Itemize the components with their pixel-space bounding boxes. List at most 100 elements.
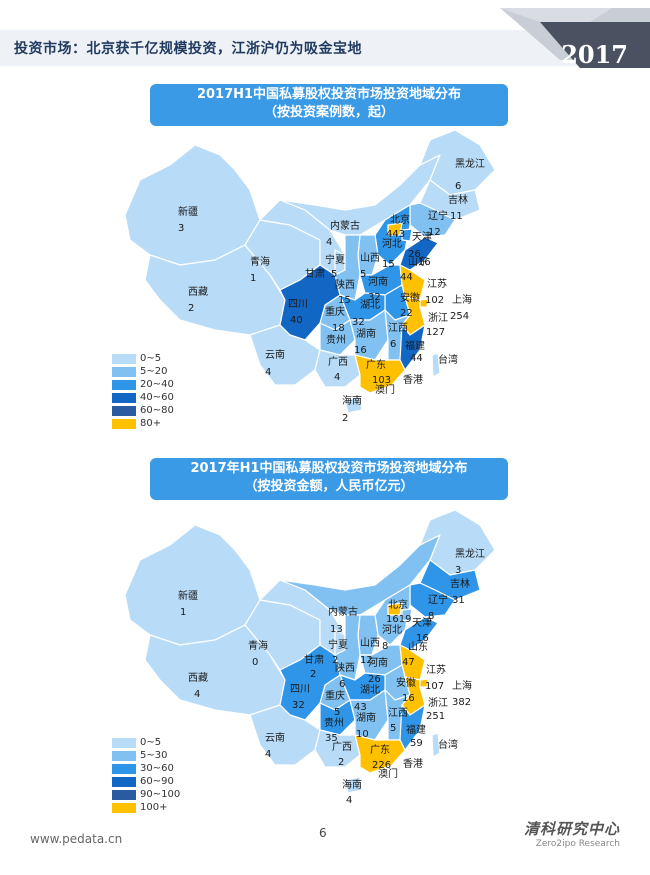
map2-value-guizhou: 35 (325, 733, 338, 744)
map1-name-zhejiang: 浙江 (428, 312, 448, 324)
header-bar (0, 8, 650, 68)
map2-name-hubei: 湖北 (360, 684, 380, 696)
map2-name-hainan: 海南 (342, 778, 362, 791)
map2-name-henan: 河南 (368, 656, 388, 669)
map2-china-map: 黑龙江 3 吉林 辽宁 31 8 内蒙古 13 北京 1619 天津 河北 8 … (124, 509, 496, 805)
map2-name-yunnan: 云南 (265, 731, 285, 744)
map1-value-hunan: 16 (354, 345, 367, 356)
map2-value-hebei: 8 (382, 641, 388, 652)
map2-value-chongqing: 5 (334, 707, 340, 718)
map2-name-qinghai: 青海 (248, 639, 268, 652)
map1-value-neimenggu: 4 (326, 237, 332, 248)
map1-name-hebei: 河北 (382, 238, 402, 250)
map2-name-fujian: 福建 (406, 723, 426, 736)
map1-name-yunnan: 云南 (265, 348, 285, 361)
map1-name-qinghai: 青海 (250, 255, 270, 268)
map2-name-guizhou: 贵州 (324, 716, 344, 729)
map2-value-qinghai: 0 (252, 657, 258, 668)
map1-name-hainan: 海南 (342, 394, 362, 407)
map2-name-tianjin: 天津 (412, 617, 432, 629)
map2-name-chongqing: 重庆 (325, 689, 345, 702)
map2-value-shanghai: 382 (452, 697, 471, 708)
map2-value-yunnan: 4 (265, 749, 271, 760)
map2-value-xizang: 4 (194, 689, 200, 700)
map1-region-guangxi (314, 349, 361, 388)
map1-name-heilongjiang: 黑龙江 (455, 157, 485, 170)
map1-value-liaoning-extra: 12 (428, 227, 441, 238)
map1-value-hainan: 2 (342, 413, 348, 424)
map1-name-taiwan: 台湾 (438, 353, 458, 366)
map1-value-shanxi: 5 (360, 269, 366, 280)
map1-region-taiwan (431, 352, 441, 378)
map1-name-guizhou: 贵州 (326, 333, 346, 346)
map1-legend-item: 80+ (112, 417, 174, 430)
map2-name-ningxia: 宁夏 (328, 638, 348, 651)
year-badge: 2017 (561, 40, 628, 69)
map2-name-anhui: 安徽 (396, 676, 416, 689)
map1-name-xinjiang: 新疆 (178, 205, 198, 218)
map2-name-xizang: 西藏 (188, 672, 208, 684)
map1-name-sichuan: 四川 (288, 299, 308, 310)
map1-region-guangdong (354, 354, 406, 394)
map2-region-tianjin (401, 608, 413, 622)
map2-name-zhejiang: 浙江 (428, 697, 448, 709)
map1-title: 2017H1中国私募股权投资市场投资地域分布 (196, 87, 462, 102)
map2-name-taiwan: 台湾 (438, 738, 458, 751)
map1-misc-16: 16 (418, 257, 431, 268)
map2-name-xianggang: 香港 (403, 758, 423, 770)
footer-url[interactable]: www.pedata.cn (30, 832, 123, 846)
map2-name-neimenggu: 内蒙古 (328, 605, 358, 618)
map2-value-anhui: 16 (402, 693, 415, 704)
page-number: 6 (319, 826, 327, 840)
map1-region-liaoning (409, 202, 456, 238)
map1-value-heilongjiang: 6 (455, 181, 461, 192)
map1-name-beijing: 北京 (390, 213, 410, 226)
map2-misc-16: 16 (416, 633, 429, 644)
map2-name-beijing: 北京 (388, 598, 408, 611)
map1-name-liaoning: 辽宁 (428, 209, 448, 222)
map1-value-chongqing: 18 (332, 323, 345, 334)
map2-name-shanxi: 山西 (360, 637, 380, 649)
map1-name-shanghai: 上海 (452, 293, 472, 306)
map1-value-guangxi: 4 (334, 372, 340, 383)
map2-value-shanxi: 12 (360, 655, 373, 666)
map1-legend-item: 5~20 (112, 365, 174, 378)
map1-name-shandong: 山东 (408, 255, 428, 268)
map2-value-liaoning: 31 (452, 595, 465, 606)
map2-value-hubei: 43 (354, 702, 367, 713)
map1-name-shaanxi: 陕西 (335, 278, 355, 291)
map2-value-ningxia: 2 (332, 655, 338, 666)
map1-name-guangxi: 广西 (328, 356, 348, 368)
map2-name-shaanxi: 陕西 (335, 661, 355, 674)
map2-value-liaoning-extra: 8 (428, 611, 434, 622)
map1-value-shanghai: 254 (450, 311, 469, 322)
map2-legend-item: 0~5 (112, 736, 180, 749)
map1-value-gansu: 5 (331, 269, 337, 280)
map1-legend-item: 0~5 (112, 352, 174, 365)
map2-name-jiangsu: 江苏 (426, 663, 446, 676)
map1-value-jiangsu: 102 (425, 295, 444, 306)
map1-region-beijing (387, 222, 403, 236)
map2-name-heilongjiang: 黑龙江 (455, 547, 485, 560)
map1-region-tianjin (401, 228, 413, 242)
map2-region-guangdong (354, 734, 406, 774)
map1-name-anhui: 安徽 (400, 291, 420, 304)
map2-legend-item: 100+ (112, 801, 180, 814)
map2-value-hunan: 10 (356, 729, 369, 740)
map2-value-zhejiang: 251 (426, 711, 445, 722)
map1-value-beijing: 443 (386, 229, 405, 240)
map2-region-shanxi (357, 614, 379, 656)
map2-value-guangdong: 226 (372, 760, 391, 771)
map1-name-neimenggu: 内蒙古 (330, 219, 360, 232)
map2-name-liaoning: 辽宁 (428, 593, 448, 606)
map2-legend: 0~5 5~30 30~60 60~90 90~100 100+ (112, 736, 180, 814)
map1-legend-item: 60~80 (112, 404, 174, 417)
map1-name-gansu: 甘肃 (305, 267, 325, 280)
map2-name-guangdong: 广东 (370, 743, 390, 756)
map2-value-guangxi: 2 (338, 757, 344, 768)
map2-name-shandong: 山东 (408, 640, 428, 653)
map1-name-hunan: 湖南 (356, 327, 376, 340)
map1-title-banner: 2017H1中国私募股权投资市场投资地域分布 （按投资案例数，起） (150, 84, 508, 126)
map1-region-hainan (344, 396, 363, 414)
brand-name-cn: 清科研究中心 (523, 820, 620, 838)
